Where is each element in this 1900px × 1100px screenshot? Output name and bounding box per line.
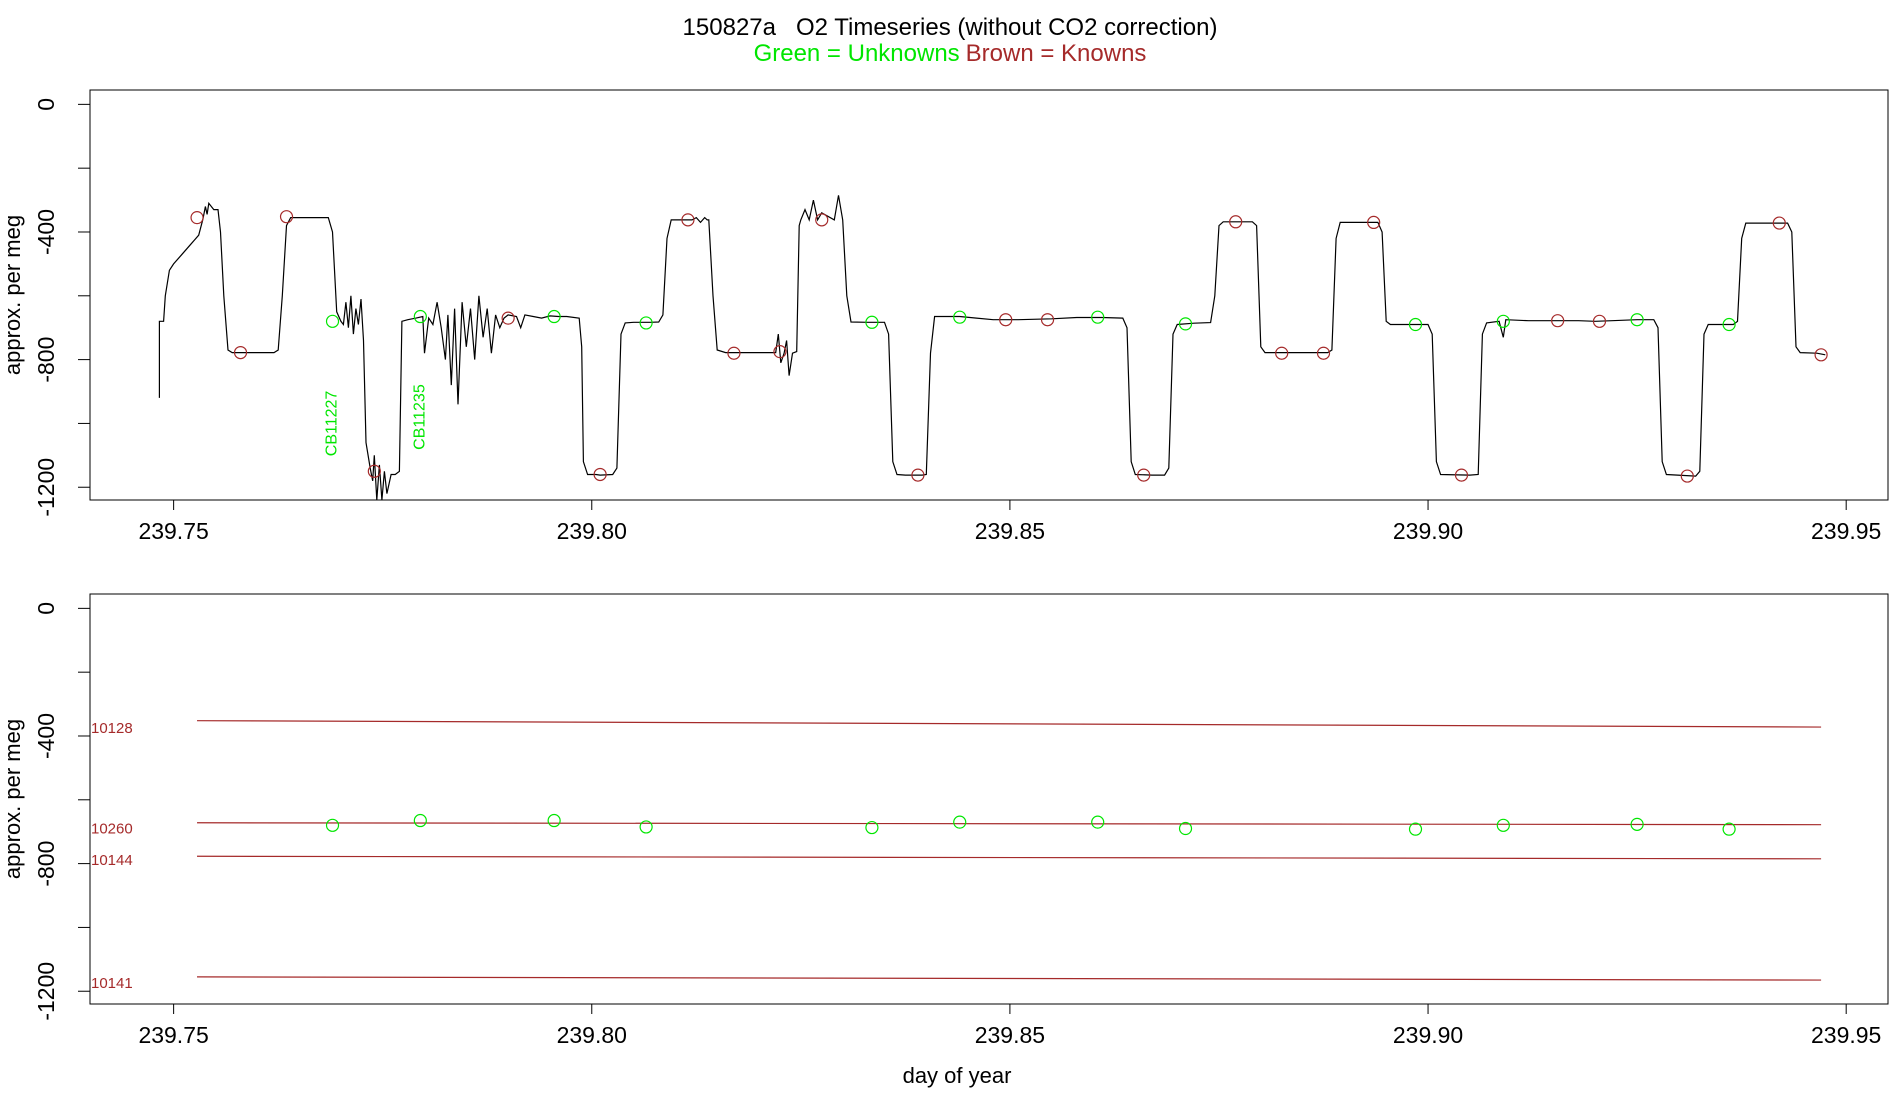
unknown-marker [1408,317,1423,332]
unknown-marker [547,309,561,324]
unknown-marker [865,820,879,835]
known-marker [1040,313,1055,327]
unknown-marker [1408,822,1423,836]
known-marker [501,311,515,325]
y-axis-label: approx. per meg [0,215,25,375]
unknown-marker [953,815,967,829]
legend-unknowns: Green = Unknowns [753,40,960,67]
known-marker [773,345,787,359]
y-tick-label: 0 [33,98,59,111]
sample-annotation: CB11227 [324,391,341,457]
top-panel: 239.75 239.80 239.85 239.90 239.95 0 -400 -800 -… [0,89,1889,544]
x-tick-label: 239.75 [138,518,208,544]
reference-line-10144 [197,855,1822,860]
unknown-marker [1630,313,1644,327]
unknown-marker [1091,815,1105,829]
known-marker [727,346,741,360]
unknown-marker [1722,317,1736,332]
y-tick-label: -1200 [33,458,59,517]
unknown-marker [639,820,653,834]
unknown-marker [413,813,427,828]
unknown-marker [547,813,561,828]
x-tick-label: 239.85 [975,1022,1045,1048]
x-tick-label: 239.90 [1393,518,1463,544]
sample-annotation: CB11235 [412,384,429,450]
y-tick-label: -800 [33,337,59,383]
plot-frame [89,593,1889,1005]
unknown-marker [865,315,879,329]
known-marker [815,213,829,227]
known-marker [1316,346,1331,360]
known-marker [190,211,204,225]
reference-line-10141 [197,976,1822,981]
x-tick-label: 239.95 [1811,518,1881,544]
reference-label: 10144 [91,852,133,869]
known-marker [1137,468,1151,482]
known-marker [1275,346,1289,360]
bottom-panel: 239.75 239.80 239.85 239.90 239.95 0 -400 -800 -… [0,593,1889,1048]
known-marker [1814,348,1828,362]
known-marker [1592,314,1607,328]
chart-title: 150827a O2 Timeseries (without CO2 corre… [682,14,1218,41]
x-tick-label: 239.80 [557,518,627,544]
known-marker [593,467,607,482]
known-marker [367,464,381,478]
unknown-marker [1091,310,1105,324]
y-axis-label: approx. per meg [0,719,25,879]
o2-trace-line [158,195,1826,500]
reference-label: 10260 [91,820,133,837]
unknown-marker [1722,822,1736,836]
known-marker [681,213,695,227]
unknown-marker [413,309,427,324]
unknown-marker [1496,314,1510,328]
chart-subtitle: Green = Unknowns Brown = Knowns [0,40,1900,68]
y-tick-label: -400 [33,713,59,759]
known-marker [911,468,925,482]
x-tick-label: 239.95 [1811,1022,1881,1048]
unknown-marker [1630,817,1644,831]
unknown-marker [953,310,967,324]
x-tick-label: 239.80 [557,1022,627,1048]
unknown-marker [325,818,340,832]
x-tick-label: 239.90 [1393,1022,1463,1048]
x-tick-label: 239.75 [138,1022,208,1048]
legend-knowns: Brown = Knowns [965,40,1147,67]
y-tick-label: -800 [33,841,59,887]
unknown-marker [1178,821,1193,836]
reference-label: 10128 [91,720,133,737]
unknown-marker [639,316,653,330]
known-marker [233,345,248,360]
known-marker [279,210,294,224]
x-tick-label: 239.85 [975,518,1045,544]
known-marker [1551,314,1565,328]
plot-frame [89,89,1889,501]
known-marker [1367,215,1381,230]
unknown-marker [1178,317,1193,331]
y-tick-label: -1200 [33,962,59,1021]
known-marker [1680,469,1694,483]
unknown-marker [1496,818,1510,832]
known-marker [1454,468,1469,482]
known-marker [999,313,1013,327]
known-marker [1229,215,1243,229]
known-marker [1772,216,1786,230]
y-tick-label: 0 [33,602,59,615]
reference-line-10128 [197,720,1822,728]
unknown-marker [325,314,340,328]
reference-line-10260 [197,822,1822,826]
y-tick-label: -400 [33,209,59,255]
x-axis-label: day of year [903,1063,1012,1088]
reference-label: 10141 [91,975,133,992]
